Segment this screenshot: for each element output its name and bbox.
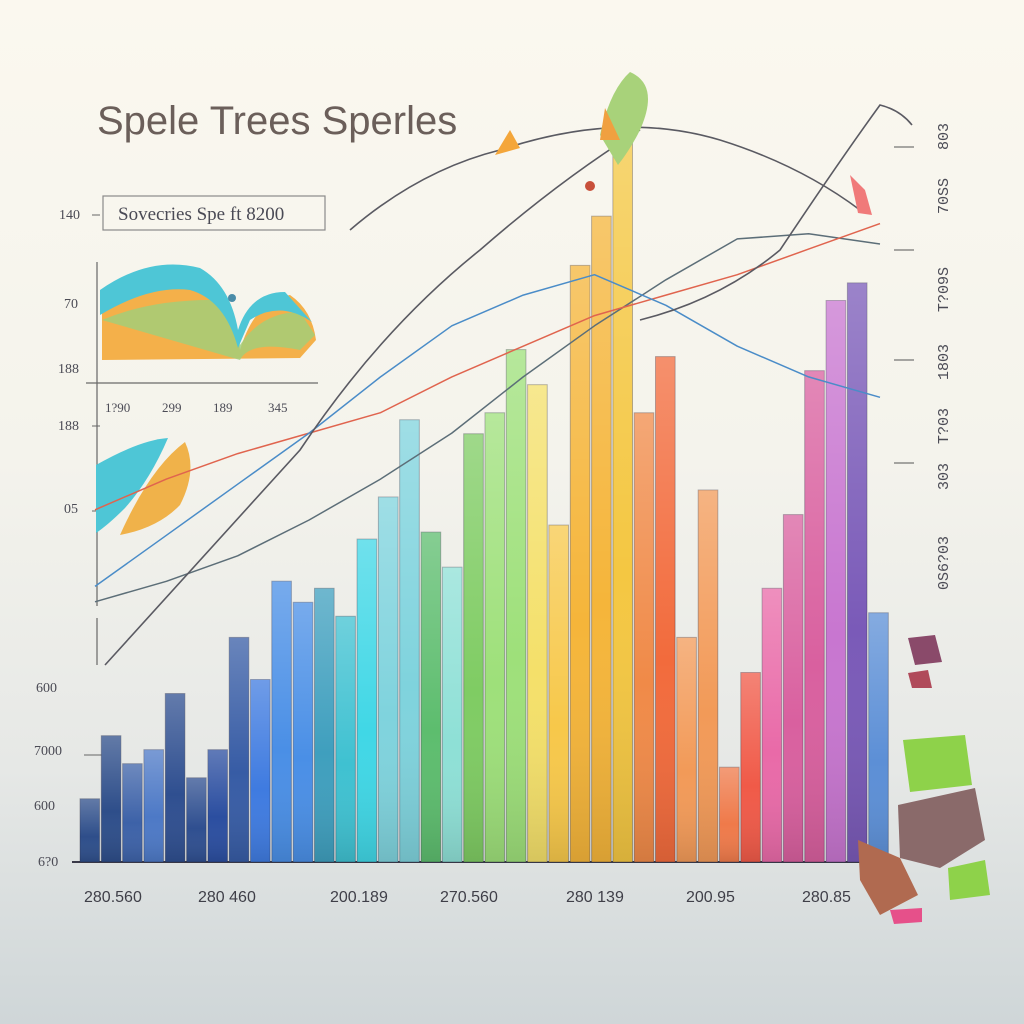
right-tick-label: T?09S — [936, 267, 953, 312]
inset-tick-label: 1?90 — [105, 400, 130, 415]
bar-shading — [826, 300, 846, 862]
subtitle-box — [102, 195, 326, 231]
right-axis — [894, 146, 914, 464]
x-tick-label: 280 460 — [198, 889, 256, 906]
y-tick-label: 6?0 — [38, 855, 58, 870]
bar-shading — [335, 616, 356, 862]
y-tick-label: 188 — [58, 419, 79, 434]
series-line — [94, 233, 881, 603]
bar-shading — [165, 693, 185, 862]
bar-shading — [548, 525, 569, 862]
y-tick-label: 7000 — [34, 744, 62, 759]
bar-shading — [271, 581, 292, 862]
line-series-group — [94, 222, 881, 603]
bar-shading — [783, 514, 803, 862]
bar-shading — [804, 370, 825, 862]
bar-shading — [485, 412, 505, 862]
bar-shading — [207, 749, 228, 862]
bar-shading — [186, 777, 207, 862]
bar-shading — [463, 433, 484, 862]
series-line — [94, 273, 881, 588]
right-tick-label: 1803 — [936, 344, 953, 380]
leaf-illustration — [96, 438, 191, 535]
y-tick-label: 188 — [58, 362, 79, 377]
bar-shading — [378, 497, 398, 862]
chart-subtitle: Sovecries Spe ft 8200 — [118, 204, 284, 225]
x-tick-label: 270.560 — [440, 889, 498, 906]
bar-shading — [80, 798, 100, 862]
bar-shading — [868, 612, 889, 862]
inset-chart-illustration: 1?90 299 189 345 — [100, 264, 316, 415]
bar-shading — [570, 265, 590, 862]
block-stack-illustration — [858, 635, 990, 924]
y-tick-label: 05 — [64, 502, 78, 517]
inset-tick-label: 189 — [213, 400, 233, 415]
chart-title: Spele Trees Sperles — [97, 99, 457, 143]
bar-shading — [506, 349, 526, 863]
bar-shading — [698, 490, 718, 862]
bar-group — [79, 138, 889, 863]
inset-tick-label: 299 — [162, 400, 182, 415]
bar-shading — [122, 763, 143, 862]
bar-shading — [314, 588, 335, 862]
bar-shading — [527, 384, 548, 862]
bar-shading — [357, 539, 377, 862]
bar-shading — [740, 672, 761, 862]
paper-shard-decoration — [495, 72, 872, 215]
bar-shading — [143, 749, 164, 862]
x-tick-label: 200.95 — [686, 889, 735, 906]
bar-shading — [101, 735, 121, 862]
y-tick-label: 600 — [34, 799, 55, 814]
inset-tick-label: 345 — [268, 400, 288, 415]
right-tick-label: 70SS — [936, 178, 953, 214]
right-tick-label: 803 — [936, 123, 953, 150]
x-tick-label: 280.85 — [802, 889, 851, 906]
y-tick-label: 600 — [36, 681, 57, 696]
bar-shading — [442, 567, 462, 862]
bar-shading — [399, 419, 420, 862]
series-line — [94, 222, 881, 511]
right-tick-label: T?03 — [936, 408, 953, 444]
y-tick-label: 70 — [64, 297, 78, 312]
bar-shading — [762, 588, 782, 862]
bar-shading — [655, 356, 676, 862]
bar-shading — [250, 679, 271, 862]
bar-shading — [634, 412, 654, 862]
x-tick-label: 200.189 — [330, 889, 388, 906]
right-tick-label: 0S6?03 — [936, 536, 953, 590]
bar-shading — [421, 532, 441, 862]
x-tick-label: 280.560 — [84, 889, 142, 906]
bar-shading — [847, 282, 867, 862]
bar-shading — [293, 602, 313, 862]
y-tick-label: 140 — [59, 208, 80, 223]
bar-shading — [612, 139, 633, 862]
right-tick-label: 303 — [936, 463, 953, 490]
bar-shading — [229, 637, 249, 862]
bar-shading — [676, 637, 697, 862]
bar-shading — [719, 767, 740, 862]
x-tick-label: 280 139 — [566, 889, 624, 906]
bar-shading — [591, 216, 612, 862]
